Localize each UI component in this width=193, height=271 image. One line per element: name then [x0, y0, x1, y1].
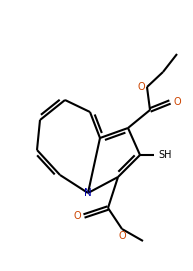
Text: O: O — [137, 82, 145, 92]
Text: SH: SH — [158, 150, 172, 160]
Text: N: N — [84, 188, 92, 198]
Text: O: O — [73, 211, 81, 221]
Text: O: O — [173, 97, 181, 107]
Text: O: O — [118, 231, 126, 241]
